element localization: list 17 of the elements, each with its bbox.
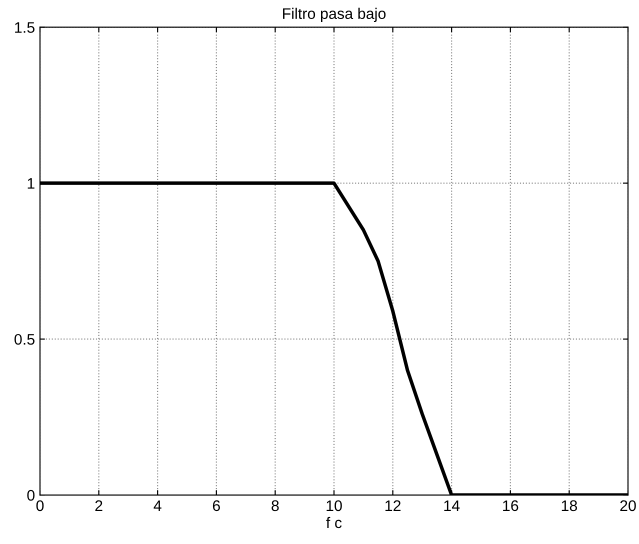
y-tick-label: 1.5 [15,22,34,33]
x-tick-label: 2 [95,500,102,511]
y-tick-label: 0.5 [14,334,34,345]
x-axis-title: f c [326,516,342,528]
x-tick-label: 6 [212,500,220,512]
x-tick-label: 18 [562,500,578,512]
x-tick-label: 0 [36,500,44,512]
y-tick-label: 1 [28,178,34,189]
x-tick-label: 12 [385,500,401,511]
x-tick-label: 20 [620,500,636,512]
x-tick-label: 10 [326,500,342,512]
chart-title: Filtro pasa bajo [283,8,386,22]
x-tick-label: 4 [154,500,162,511]
x-tick-label: 14 [444,500,460,511]
y-tick-label: 0 [27,490,35,501]
x-tick-label: 16 [503,500,518,512]
x-tick-label: 8 [272,500,279,512]
